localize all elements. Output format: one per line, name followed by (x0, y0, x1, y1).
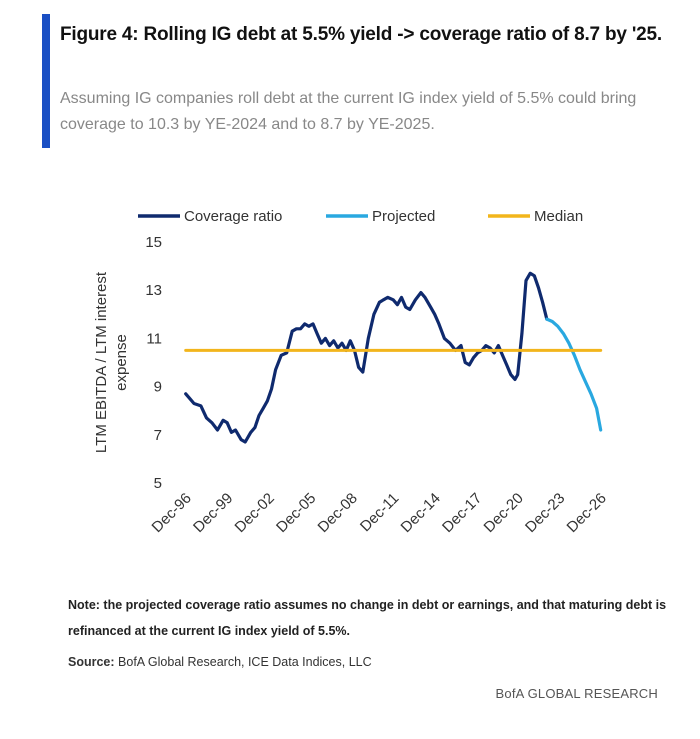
source-label: Source: (68, 655, 115, 669)
series-line-projected (545, 317, 603, 432)
x-tick-label: Dec-08 (315, 490, 361, 536)
y-tick-label: 9 (154, 379, 162, 396)
x-tick-label: Dec-05 (273, 490, 319, 536)
chart-note: Note: the projected coverage ratio assum… (68, 598, 667, 638)
figure-subtitle: Assuming IG companies roll debt at the c… (60, 90, 637, 133)
x-tick-label: Dec-14 (398, 490, 444, 536)
figure-title: Figure 4: Rolling IG debt at 5.5% yield … (60, 24, 662, 45)
x-tick-label: Dec-20 (481, 490, 527, 536)
y-axis: 5 7 9 11 13 15 LTM EBITDA / LTM interest expens… (93, 234, 162, 492)
chart-source: Source: BofA Global Research, ICE Data I… (68, 655, 372, 669)
y-tick-label: 11 (146, 330, 162, 347)
y-axis-title-line: LTM EBITDA / LTM interest (93, 271, 110, 453)
x-tick-label: Dec-96 (149, 490, 195, 536)
coverage-ratio-chart: Coverage ratio Projected Median 5 7 9 11 13 15 L… (93, 208, 610, 536)
legend-label: Median (534, 208, 583, 225)
chart-legend: Coverage ratio Projected Median (138, 208, 583, 225)
x-tick-label: Dec-17 (439, 490, 485, 536)
x-tick-label: Dec-11 (357, 490, 402, 535)
source-text: BofA Global Research, ICE Data Indices, … (118, 655, 372, 669)
x-tick-label: Dec-99 (190, 490, 236, 536)
legend-label: Coverage ratio (184, 208, 282, 225)
y-tick-label: 7 (154, 427, 162, 444)
y-tick-label: 5 (154, 475, 162, 492)
x-tick-label: Dec-23 (522, 490, 568, 536)
x-tick-label: Dec-26 (564, 490, 610, 536)
plot-area (184, 271, 603, 444)
y-axis-title: LTM EBITDA / LTM interest expense (93, 271, 130, 453)
y-axis-title-line: expense (113, 334, 130, 391)
series-line-coverage-ratio (184, 271, 549, 444)
x-tick-label: Dec-02 (232, 490, 278, 536)
accent-bar (42, 14, 50, 148)
brand-footer: BofA GLOBAL RESEARCH (495, 686, 658, 701)
x-axis: Dec-96Dec-99Dec-02Dec-05Dec-08Dec-11Dec-… (149, 490, 610, 536)
y-tick-label: 13 (145, 282, 162, 299)
legend-label: Projected (372, 208, 435, 225)
y-tick-label: 15 (145, 234, 162, 251)
